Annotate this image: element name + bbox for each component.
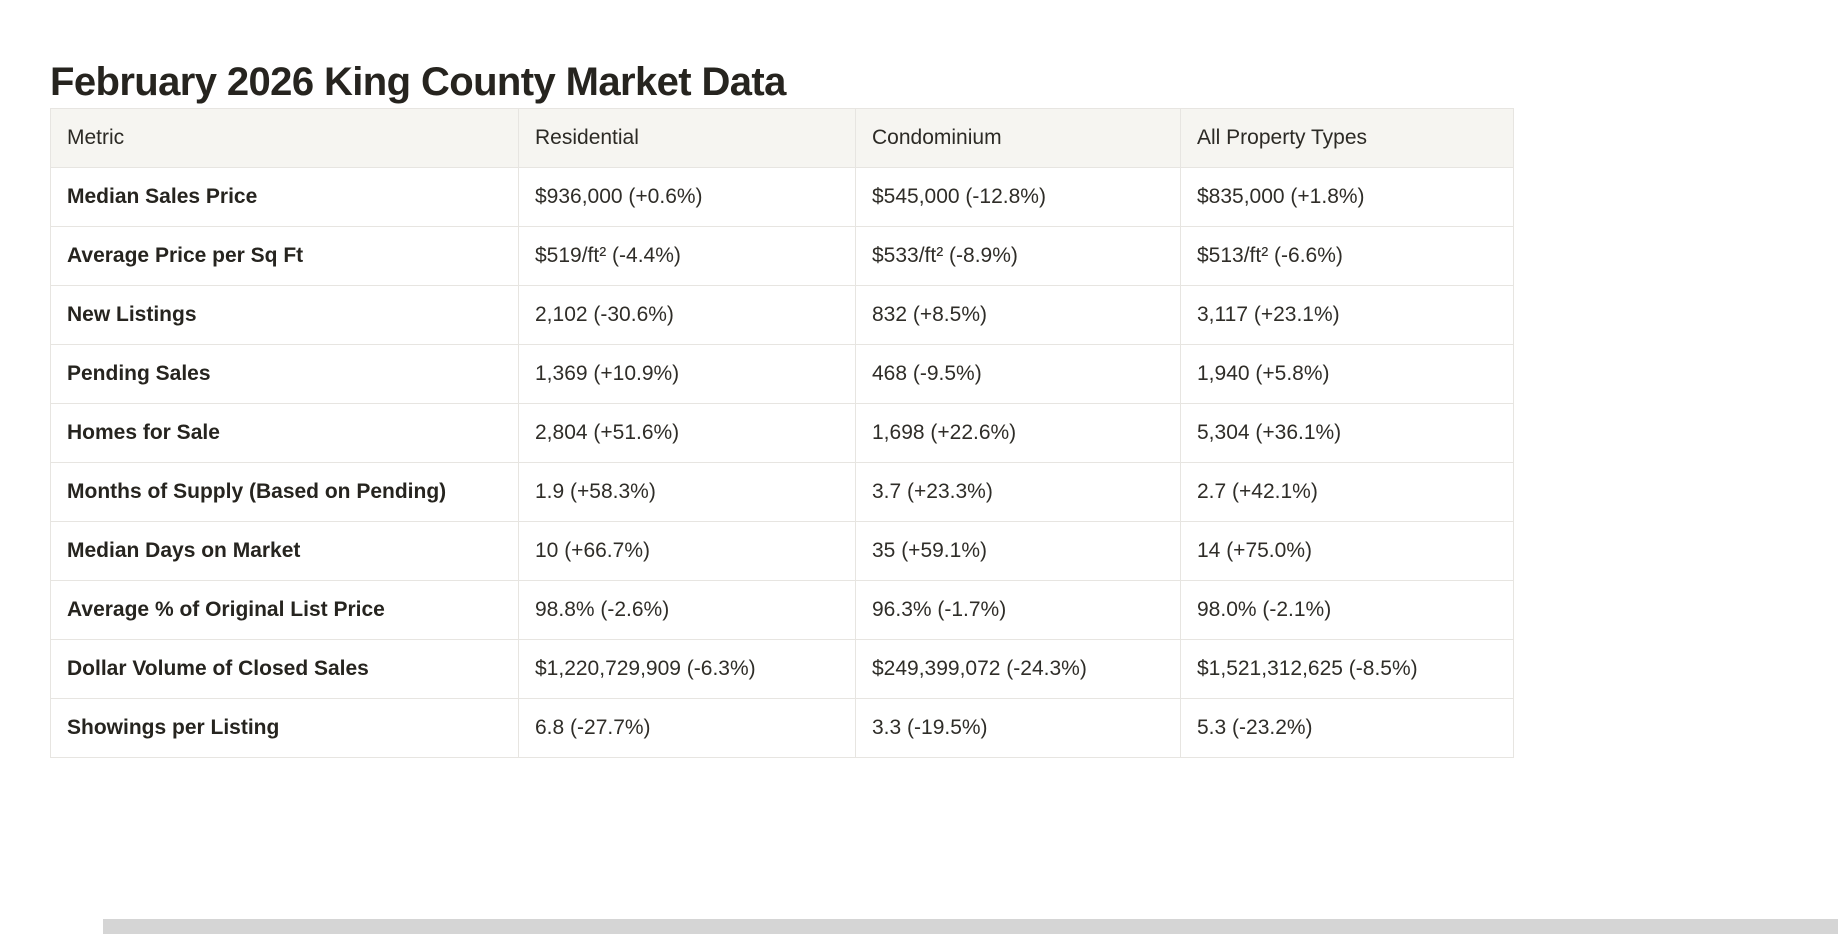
all-property-types-value: 14 (+75.0%) <box>1180 521 1514 581</box>
table-row: Months of Supply (Based on Pending) 1.9 … <box>50 462 1514 522</box>
all-property-types-value: $1,521,312,625 (-8.5%) <box>1180 639 1514 699</box>
residential-value: 2,804 (+51.6%) <box>518 403 856 463</box>
condominium-value: 1,698 (+22.6%) <box>855 403 1181 463</box>
table-row: Homes for Sale 2,804 (+51.6%) 1,698 (+22… <box>50 403 1514 463</box>
metric-label: Average Price per Sq Ft <box>50 226 519 286</box>
residential-value: 1,369 (+10.9%) <box>518 344 856 404</box>
all-property-types-value: 5,304 (+36.1%) <box>1180 403 1514 463</box>
table-row: New Listings 2,102 (-30.6%) 832 (+8.5%) … <box>50 285 1514 345</box>
residential-value: $1,220,729,909 (-6.3%) <box>518 639 856 699</box>
table-row: Pending Sales 1,369 (+10.9%) 468 (-9.5%)… <box>50 344 1514 404</box>
all-property-types-value: 98.0% (-2.1%) <box>1180 580 1514 640</box>
market-data-table: Metric Residential Condominium All Prope… <box>50 108 1514 758</box>
column-header-all-property-types: All Property Types <box>1180 108 1514 168</box>
bottom-edge-strip <box>103 919 1838 934</box>
table-header-row: Metric Residential Condominium All Prope… <box>50 108 1514 168</box>
metric-label: Median Days on Market <box>50 521 519 581</box>
condominium-value: $545,000 (-12.8%) <box>855 167 1181 227</box>
metric-label: Homes for Sale <box>50 403 519 463</box>
table-row: Average Price per Sq Ft $519/ft² (-4.4%)… <box>50 226 1514 286</box>
residential-value: $936,000 (+0.6%) <box>518 167 856 227</box>
residential-value: 6.8 (-27.7%) <box>518 698 856 758</box>
table-row: Median Sales Price $936,000 (+0.6%) $545… <box>50 167 1514 227</box>
table-row: Median Days on Market 10 (+66.7%) 35 (+5… <box>50 521 1514 581</box>
all-property-types-value: 3,117 (+23.1%) <box>1180 285 1514 345</box>
condominium-value: 3.7 (+23.3%) <box>855 462 1181 522</box>
residential-value: $519/ft² (-4.4%) <box>518 226 856 286</box>
table-row: Dollar Volume of Closed Sales $1,220,729… <box>50 639 1514 699</box>
page-title: February 2026 King County Market Data <box>50 59 786 104</box>
residential-value: 98.8% (-2.6%) <box>518 580 856 640</box>
condominium-value: 3.3 (-19.5%) <box>855 698 1181 758</box>
metric-label: New Listings <box>50 285 519 345</box>
residential-value: 1.9 (+58.3%) <box>518 462 856 522</box>
all-property-types-value: 1,940 (+5.8%) <box>1180 344 1514 404</box>
metric-label: Pending Sales <box>50 344 519 404</box>
metric-label: Months of Supply (Based on Pending) <box>50 462 519 522</box>
all-property-types-value: 5.3 (-23.2%) <box>1180 698 1514 758</box>
all-property-types-value: $835,000 (+1.8%) <box>1180 167 1514 227</box>
condominium-value: 96.3% (-1.7%) <box>855 580 1181 640</box>
residential-value: 10 (+66.7%) <box>518 521 856 581</box>
column-header-residential: Residential <box>518 108 856 168</box>
metric-label: Dollar Volume of Closed Sales <box>50 639 519 699</box>
column-header-metric: Metric <box>50 108 519 168</box>
metric-label: Showings per Listing <box>50 698 519 758</box>
condominium-value: 832 (+8.5%) <box>855 285 1181 345</box>
column-header-condominium: Condominium <box>855 108 1181 168</box>
condominium-value: $249,399,072 (-24.3%) <box>855 639 1181 699</box>
condominium-value: 468 (-9.5%) <box>855 344 1181 404</box>
condominium-value: 35 (+59.1%) <box>855 521 1181 581</box>
all-property-types-value: $513/ft² (-6.6%) <box>1180 226 1514 286</box>
all-property-types-value: 2.7 (+42.1%) <box>1180 462 1514 522</box>
table-row: Average % of Original List Price 98.8% (… <box>50 580 1514 640</box>
condominium-value: $533/ft² (-8.9%) <box>855 226 1181 286</box>
metric-label: Average % of Original List Price <box>50 580 519 640</box>
metric-label: Median Sales Price <box>50 167 519 227</box>
residential-value: 2,102 (-30.6%) <box>518 285 856 345</box>
table-row: Showings per Listing 6.8 (-27.7%) 3.3 (-… <box>50 698 1514 758</box>
